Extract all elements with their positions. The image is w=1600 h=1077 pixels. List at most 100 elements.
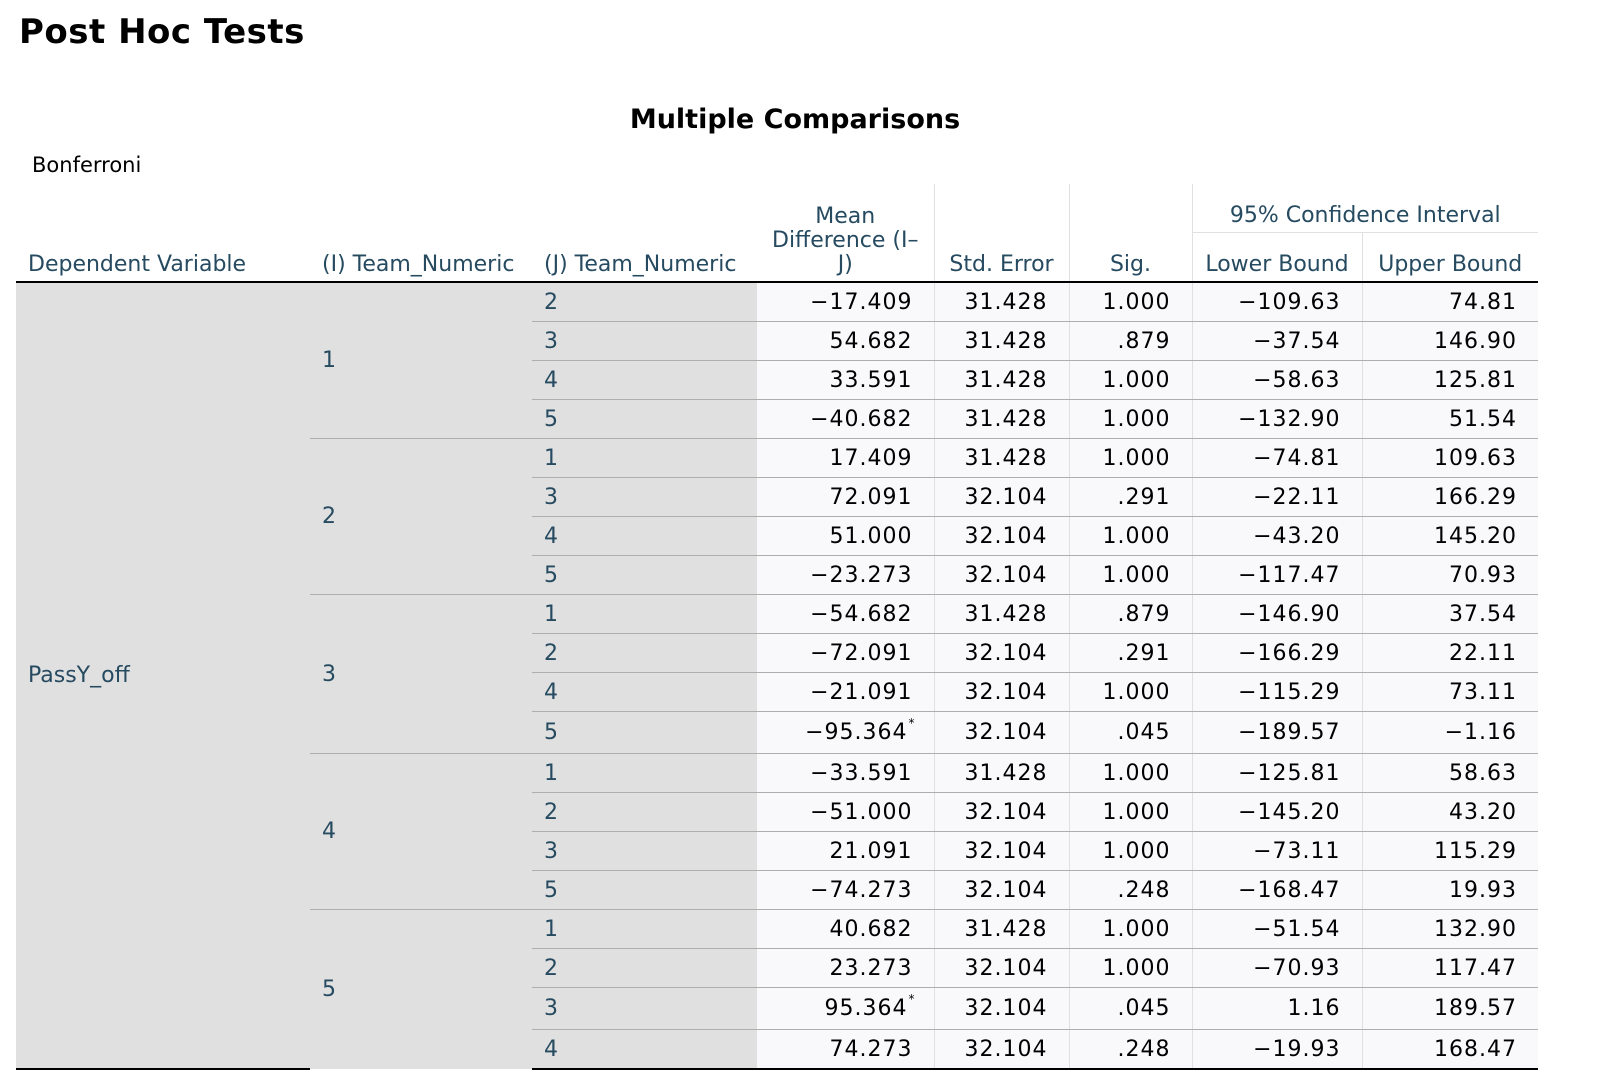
sig-cell: .045 bbox=[1068, 987, 1192, 1030]
header-mean-difference: Mean Difference (I–J) bbox=[757, 184, 934, 283]
mean-difference-cell: −33.591 bbox=[757, 753, 934, 793]
mean-difference-cell: 40.682 bbox=[757, 909, 934, 949]
table-row: 4 51.000 32.104 1.000 −43.20 145.20 bbox=[16, 516, 1538, 556]
mean-difference-value: −72.091 bbox=[810, 640, 913, 666]
j-team-cell: 2 bbox=[532, 792, 757, 832]
mean-difference-cell: 54.682 bbox=[757, 321, 934, 361]
upper-bound-cell: 43.20 bbox=[1361, 792, 1538, 832]
lower-bound-cell: −19.93 bbox=[1191, 1029, 1362, 1070]
multiple-comparisons-table: Dependent Variable (I) Team_Numeric (J) … bbox=[16, 184, 1538, 1070]
upper-bound-cell: 51.54 bbox=[1361, 399, 1538, 439]
mean-difference-cell: 95.364* bbox=[757, 987, 934, 1030]
j-team-cell: 2 bbox=[532, 948, 757, 988]
std-error-cell: 31.428 bbox=[933, 438, 1069, 478]
mean-difference-value: 21.091 bbox=[829, 838, 913, 864]
upper-bound-cell: 189.57 bbox=[1361, 987, 1538, 1030]
upper-bound-cell: 115.29 bbox=[1361, 831, 1538, 871]
i-team-cell: 1 bbox=[310, 281, 532, 439]
mean-difference-value: −21.091 bbox=[810, 679, 913, 705]
std-error-cell: 32.104 bbox=[933, 516, 1069, 556]
lower-bound-cell: −73.11 bbox=[1191, 831, 1362, 871]
table-row: 4 −21.091 32.104 1.000 −115.29 73.11 bbox=[16, 672, 1538, 712]
upper-bound-cell: 132.90 bbox=[1361, 909, 1538, 949]
j-team-cell: 1 bbox=[532, 438, 757, 478]
lower-bound-cell: −189.57 bbox=[1191, 711, 1362, 754]
mean-difference-value: 33.591 bbox=[829, 367, 913, 393]
upper-bound-cell: 125.81 bbox=[1361, 360, 1538, 400]
header-j-team: (J) Team_Numeric bbox=[532, 184, 757, 283]
mean-difference-value: 23.273 bbox=[829, 955, 913, 981]
lower-bound-cell: −125.81 bbox=[1191, 753, 1362, 793]
sig-cell: .879 bbox=[1068, 594, 1192, 634]
j-team-cell: 3 bbox=[532, 321, 757, 361]
std-error-cell: 32.104 bbox=[933, 987, 1069, 1030]
upper-bound-cell: 166.29 bbox=[1361, 477, 1538, 517]
sig-cell: .045 bbox=[1068, 711, 1192, 754]
j-team-cell: 4 bbox=[532, 1029, 757, 1070]
header-sig: Sig. bbox=[1068, 184, 1192, 283]
header-i-team: (I) Team_Numeric bbox=[310, 184, 532, 283]
j-team-cell: 1 bbox=[532, 909, 757, 949]
mean-difference-value: 72.091 bbox=[829, 484, 913, 510]
j-team-cell: 5 bbox=[532, 870, 757, 910]
std-error-cell: 31.428 bbox=[933, 594, 1069, 634]
table-row: 5 −74.273 32.104.248 −168.47 19.93 bbox=[16, 870, 1538, 910]
j-team-cell: 3 bbox=[532, 831, 757, 871]
mean-difference-value: −51.000 bbox=[810, 799, 913, 825]
sig-cell: 1.000 bbox=[1068, 909, 1192, 949]
header-confidence-interval: 95% Confidence Interval bbox=[1191, 184, 1538, 233]
std-error-cell: 32.104 bbox=[933, 831, 1069, 871]
std-error-cell: 31.428 bbox=[933, 360, 1069, 400]
j-team-cell: 2 bbox=[532, 282, 757, 322]
upper-bound-cell: 168.47 bbox=[1361, 1029, 1538, 1070]
std-error-cell: 31.428 bbox=[933, 321, 1069, 361]
table-row: 2 −51.000 32.104 1.000 −145.20 43.20 bbox=[16, 792, 1538, 832]
mean-difference-cell: 33.591 bbox=[757, 360, 934, 400]
lower-bound-cell: −117.47 bbox=[1191, 555, 1362, 595]
lower-bound-cell: −168.47 bbox=[1191, 870, 1362, 910]
header-std-error: Std. Error bbox=[933, 184, 1069, 283]
j-team-cell: 4 bbox=[532, 360, 757, 400]
sig-cell: 1.000 bbox=[1068, 672, 1192, 712]
lower-bound-cell: −43.20 bbox=[1191, 516, 1362, 556]
sig-cell: 1.000 bbox=[1068, 516, 1192, 556]
std-error-cell: 32.104 bbox=[933, 1029, 1069, 1070]
lower-bound-cell: −115.29 bbox=[1191, 672, 1362, 712]
sig-cell: 1.000 bbox=[1068, 753, 1192, 793]
sig-cell: 1.000 bbox=[1068, 555, 1192, 595]
std-error-cell: 32.104 bbox=[933, 870, 1069, 910]
lower-bound-cell: −132.90 bbox=[1191, 399, 1362, 439]
dependent-variable-cell: PassY_off bbox=[16, 282, 310, 1070]
table-row: 3 21.091 32.104 1.000 −73.11 115.29 bbox=[16, 831, 1538, 871]
table-row: 4 74.273 32.104.248 −19.93 168.47 bbox=[16, 1029, 1538, 1070]
mean-difference-cell: −74.273 bbox=[757, 870, 934, 910]
lower-bound-cell: −58.63 bbox=[1191, 360, 1362, 400]
i-team-cell: 2 bbox=[310, 438, 532, 595]
upper-bound-cell: 22.11 bbox=[1361, 633, 1538, 673]
std-error-cell: 32.104 bbox=[933, 711, 1069, 754]
table-row: 4 1 −33.591 31.428 1.000 −125.81 58.63 bbox=[16, 753, 1538, 910]
sig-cell: .291 bbox=[1068, 633, 1192, 673]
upper-bound-cell: 37.54 bbox=[1361, 594, 1538, 634]
sig-cell: 1.000 bbox=[1068, 948, 1192, 988]
upper-bound-cell: 73.11 bbox=[1361, 672, 1538, 712]
j-team-cell: 3 bbox=[532, 987, 757, 1030]
std-error-cell: 32.104 bbox=[933, 672, 1069, 712]
lower-bound-cell: −109.63 bbox=[1191, 282, 1362, 322]
upper-bound-cell: 146.90 bbox=[1361, 321, 1538, 361]
i-team-cell: 3 bbox=[310, 594, 532, 754]
table-row: 2 23.273 32.104 1.000 −70.93 117.47 bbox=[16, 948, 1538, 988]
mean-difference-value: −40.682 bbox=[810, 406, 913, 432]
std-error-cell: 32.104 bbox=[933, 948, 1069, 988]
std-error-cell: 31.428 bbox=[933, 909, 1069, 949]
sig-cell: .248 bbox=[1068, 870, 1192, 910]
lower-bound-cell: −22.11 bbox=[1191, 477, 1362, 517]
significance-marker: * bbox=[908, 715, 916, 730]
lower-bound-cell: −74.81 bbox=[1191, 438, 1362, 478]
mean-difference-value: 74.273 bbox=[829, 1036, 913, 1062]
upper-bound-cell: 145.20 bbox=[1361, 516, 1538, 556]
table-row: 3 1 −54.682 31.428.879 −146.90 37.54 bbox=[16, 594, 1538, 754]
j-team-cell: 5 bbox=[532, 555, 757, 595]
std-error-cell: 31.428 bbox=[933, 399, 1069, 439]
std-error-cell: 31.428 bbox=[933, 282, 1069, 322]
